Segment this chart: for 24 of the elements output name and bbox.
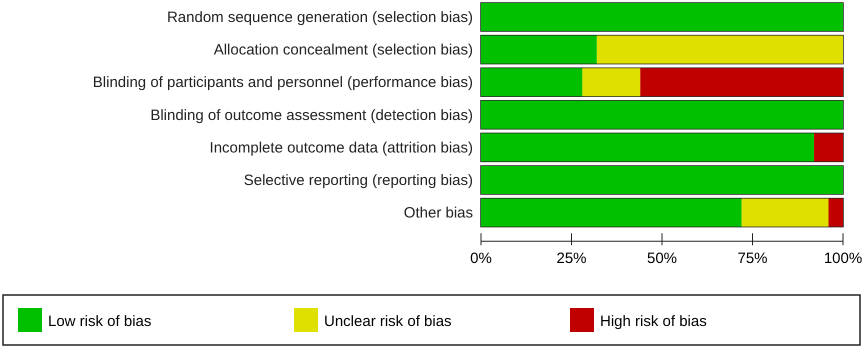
x-tick-label: 0% bbox=[470, 250, 492, 268]
bar bbox=[582, 68, 640, 96]
y-tick-label: Blinding of participants and personnel (performance bias) bbox=[92, 74, 473, 92]
bar bbox=[596, 36, 843, 64]
bar bbox=[481, 68, 582, 96]
x-tick-label: 100% bbox=[824, 250, 862, 268]
y-tick-label: Blinding of outcome assessment (detection bias) bbox=[150, 106, 473, 124]
legend-label: High risk of bias bbox=[600, 313, 707, 330]
x-tick-label: 50% bbox=[646, 250, 678, 268]
bar bbox=[640, 68, 843, 96]
bar bbox=[828, 198, 843, 227]
y-tick-label: Random sequence generation (selection bias) bbox=[166, 9, 473, 26]
x-tick-label: 75% bbox=[737, 250, 768, 268]
y-tick-label: Other bias bbox=[404, 204, 473, 222]
legend-label: Low risk of bias bbox=[48, 313, 152, 330]
y-tick-label: Selective reporting (reporting bias) bbox=[244, 172, 473, 189]
bar bbox=[481, 36, 597, 64]
y-tick-label: Incomplete outcome data (attrition bias) bbox=[210, 139, 474, 156]
y-tick-label: Allocation concealment (selection bias) bbox=[214, 42, 473, 59]
x-tick-label: 25% bbox=[556, 250, 587, 268]
legend-label: Unclear risk of bias bbox=[324, 313, 452, 330]
bar bbox=[814, 133, 843, 162]
bar bbox=[481, 198, 742, 227]
bar bbox=[742, 198, 829, 227]
